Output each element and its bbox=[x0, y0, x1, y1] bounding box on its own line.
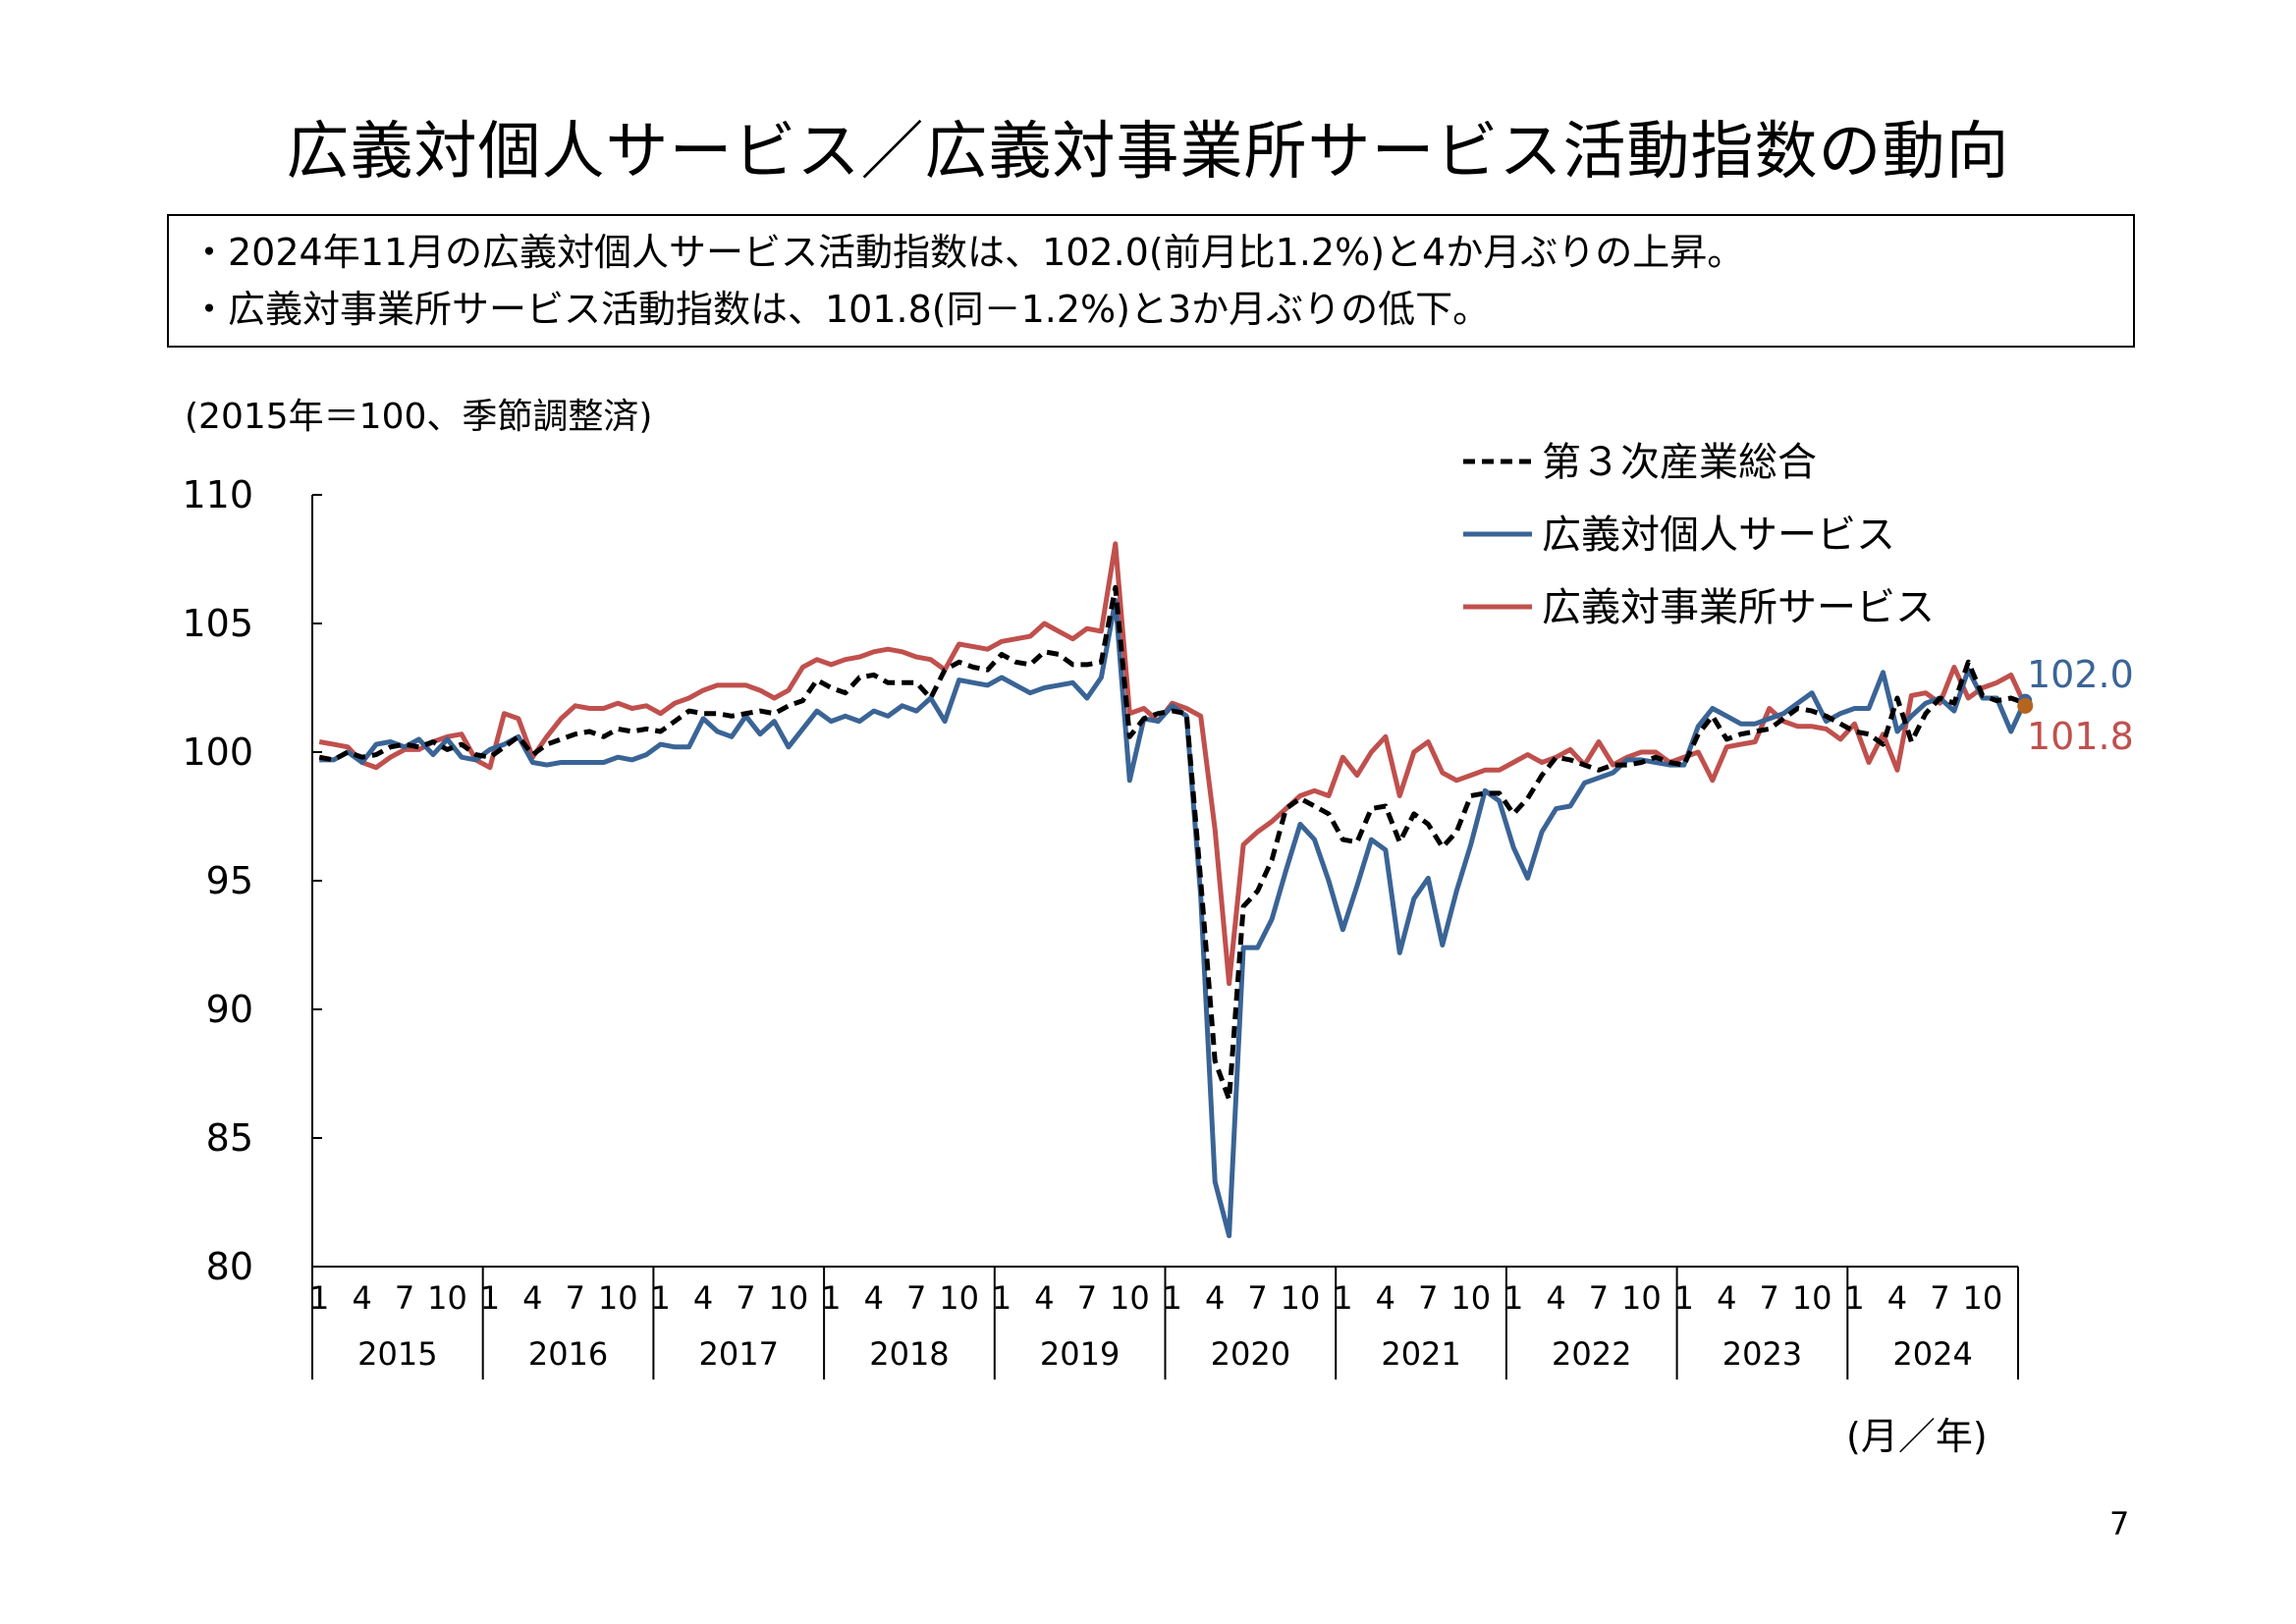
x-tick-label: 10 bbox=[1281, 1279, 1321, 1317]
end-label-personal: 102.0 bbox=[2027, 653, 2134, 696]
end-point-business bbox=[2017, 697, 2034, 714]
x-tick-label: 4 bbox=[1887, 1279, 1907, 1317]
x-tick-label: 7 bbox=[395, 1279, 414, 1317]
x-tick-label: 10 bbox=[1792, 1279, 1832, 1317]
x-tick-label: 4 bbox=[864, 1279, 884, 1317]
x-tick-label: 4 bbox=[352, 1279, 371, 1317]
series-line-personal bbox=[319, 597, 2028, 1239]
x-tick-label: 4 bbox=[1376, 1279, 1395, 1317]
x-tick-label: 4 bbox=[1205, 1279, 1225, 1317]
x-tick-label: 4 bbox=[1546, 1279, 1565, 1317]
x-tick-label: 10 bbox=[1962, 1279, 2002, 1317]
year-label: 2017 bbox=[699, 1335, 779, 1373]
y-tick-label: 105 bbox=[182, 602, 253, 645]
chart-end-labels: 102.0 101.8 bbox=[2027, 653, 2134, 758]
x-tick-label: 4 bbox=[693, 1279, 713, 1317]
summary-line-business: ・広義対事業所サービス活動指数は、101.8(同－1.2%)と3か月ぶりの低下。 bbox=[191, 288, 1491, 331]
x-tick-label: 7 bbox=[1077, 1279, 1097, 1317]
page-number: 7 bbox=[2109, 1505, 2130, 1543]
legend-label-personal: 広義対個人サービス bbox=[1542, 513, 1895, 558]
x-tick-label: 1 bbox=[309, 1279, 329, 1317]
x-tick-label: 7 bbox=[1760, 1279, 1779, 1317]
x-tick-label: 1 bbox=[1844, 1279, 1864, 1317]
x-tick-label: 10 bbox=[1450, 1279, 1491, 1317]
x-tick-label: 4 bbox=[1717, 1279, 1736, 1317]
x-tick-label: 7 bbox=[566, 1279, 585, 1317]
x-tick-label: 7 bbox=[906, 1279, 926, 1317]
y-tick-label: 80 bbox=[206, 1245, 253, 1288]
chart-series bbox=[318, 541, 2034, 1239]
x-axis-unit: (月／年) bbox=[1846, 1415, 1988, 1458]
x-tick-label: 7 bbox=[1247, 1279, 1267, 1317]
x-tick-label: 10 bbox=[1621, 1279, 1662, 1317]
year-label: 2021 bbox=[1381, 1335, 1460, 1373]
series-line-business bbox=[318, 541, 2028, 987]
y-tick-label: 85 bbox=[206, 1116, 253, 1160]
x-tick-label: 1 bbox=[1163, 1279, 1182, 1317]
y-tick-label: 95 bbox=[206, 859, 253, 902]
page-title: 広義対個人サービス／広義対事業所サービス活動指数の動向 bbox=[286, 116, 2010, 189]
year-label: 2023 bbox=[1722, 1335, 1802, 1373]
y-tick-label: 90 bbox=[206, 988, 253, 1031]
x-tick-label: 1 bbox=[821, 1279, 841, 1317]
x-tick-label: 1 bbox=[650, 1279, 670, 1317]
x-tick-label: 1 bbox=[992, 1279, 1011, 1317]
y-tick-label: 100 bbox=[182, 731, 253, 774]
x-tick-label: 7 bbox=[1418, 1279, 1438, 1317]
y-tick-label: 110 bbox=[182, 473, 253, 516]
year-label: 2019 bbox=[1040, 1335, 1120, 1373]
x-tick-label: 4 bbox=[1034, 1279, 1054, 1317]
year-label: 2022 bbox=[1552, 1335, 1631, 1373]
summary-line-personal: ・2024年11月の広義対個人サービス活動指数は、102.0(前月比1.2%)と… bbox=[191, 231, 1745, 274]
x-tick-label: 7 bbox=[1930, 1279, 1949, 1317]
x-tick-label: 10 bbox=[427, 1279, 467, 1317]
x-tick-label: 7 bbox=[736, 1279, 755, 1317]
year-label: 2015 bbox=[357, 1335, 437, 1373]
year-label: 2018 bbox=[869, 1335, 949, 1373]
x-tick-label: 1 bbox=[1333, 1279, 1352, 1317]
year-label: 2024 bbox=[1892, 1335, 1972, 1373]
legend-label-business: 広義対事業所サービス bbox=[1542, 585, 1935, 630]
index-unit-note: (2015年＝100、季節調整済) bbox=[185, 397, 653, 437]
x-tick-label: 1 bbox=[1503, 1279, 1523, 1317]
x-tick-label: 10 bbox=[1110, 1279, 1150, 1317]
legend-label-tertiary: 第３次産業総合 bbox=[1542, 440, 1817, 485]
series-line-tertiary bbox=[318, 584, 2027, 1103]
summary-box: ・2024年11月の広義対個人サービス活動指数は、102.0(前月比1.2%)と… bbox=[167, 214, 2135, 348]
end-label-business: 101.8 bbox=[2027, 715, 2134, 758]
x-tick-label: 7 bbox=[1589, 1279, 1609, 1317]
x-tick-label: 10 bbox=[598, 1279, 638, 1317]
x-tick-label: 1 bbox=[480, 1279, 500, 1317]
year-label: 2016 bbox=[528, 1335, 608, 1373]
x-tick-label: 10 bbox=[769, 1279, 809, 1317]
x-tick-label: 1 bbox=[1674, 1279, 1694, 1317]
year-label: 2020 bbox=[1211, 1335, 1290, 1373]
x-tick-label: 4 bbox=[522, 1279, 542, 1317]
x-tick-label: 10 bbox=[939, 1279, 979, 1317]
